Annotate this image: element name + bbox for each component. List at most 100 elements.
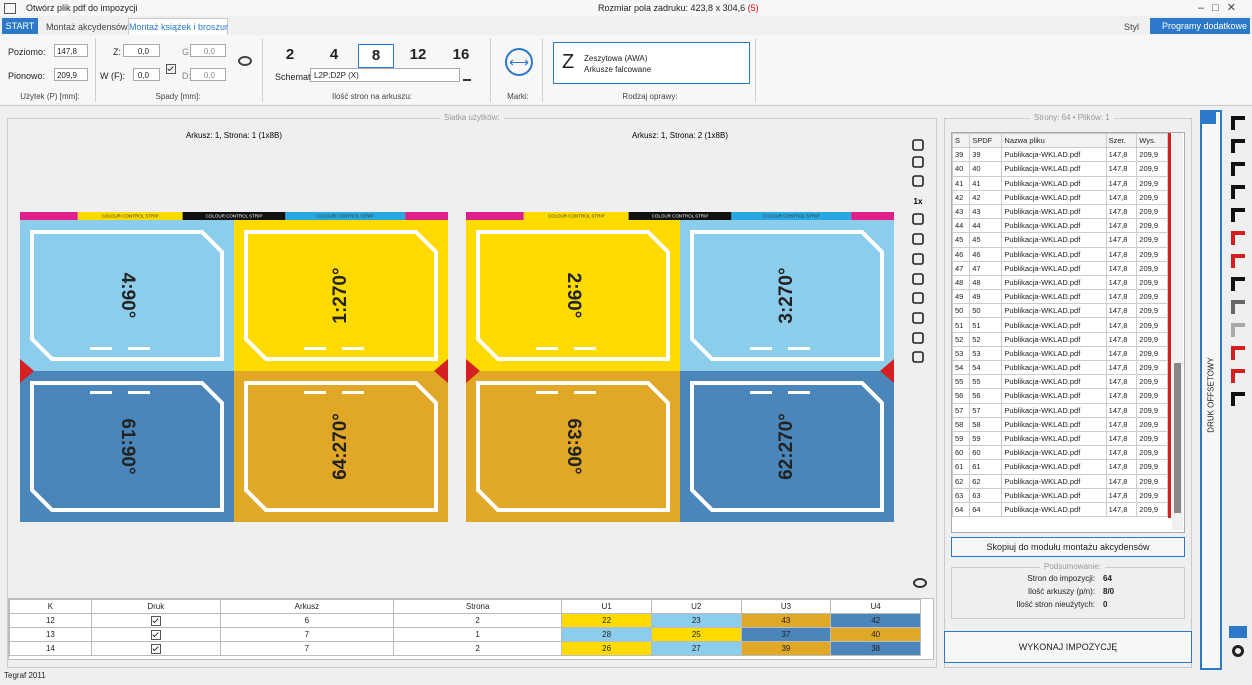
tool-icon[interactable] bbox=[1231, 369, 1245, 383]
page-mark bbox=[304, 391, 326, 394]
cell: 147,8 bbox=[1106, 446, 1137, 460]
cell: 147,8 bbox=[1106, 261, 1137, 275]
sheet-title: Arkusz: 1, Strona: 1 (1x8B) bbox=[186, 131, 282, 140]
tool-icon[interactable] bbox=[913, 333, 923, 343]
tool-icon[interactable] bbox=[1229, 626, 1247, 638]
eye-icon[interactable] bbox=[913, 578, 927, 588]
tool-icon[interactable] bbox=[913, 293, 923, 303]
tool-icon[interactable] bbox=[1231, 346, 1245, 360]
tool-icon[interactable] bbox=[1231, 139, 1245, 153]
cell: 45 bbox=[953, 233, 970, 247]
file-row[interactable]: 3939Publikacja-WKLAD.pdf147,8209,9 bbox=[953, 148, 1168, 162]
cell: 59 bbox=[953, 431, 970, 445]
tool-icon[interactable] bbox=[913, 352, 923, 362]
tool-icon[interactable] bbox=[1231, 300, 1245, 314]
file-row[interactable]: 5050Publikacja-WKLAD.pdf147,8209,9 bbox=[953, 304, 1168, 318]
tool-icon[interactable] bbox=[913, 313, 923, 323]
cell: Publikacja-WKLAD.pdf bbox=[1002, 389, 1106, 403]
page-option[interactable]: 16 bbox=[444, 44, 478, 66]
style-menu[interactable]: Styl bbox=[1124, 22, 1139, 32]
file-row[interactable]: 6262Publikacja-WKLAD.pdf147,8209,9 bbox=[953, 474, 1168, 488]
settings-icon[interactable] bbox=[1232, 645, 1244, 657]
page-option[interactable]: 8 bbox=[358, 44, 394, 68]
cell: 209,9 bbox=[1137, 346, 1168, 360]
checkbox[interactable] bbox=[151, 616, 161, 626]
tool-icon[interactable] bbox=[913, 157, 923, 167]
table-row[interactable]: 147226273938 bbox=[10, 642, 921, 656]
page-option[interactable]: 2 bbox=[273, 44, 307, 66]
cell: 209,9 bbox=[1137, 474, 1168, 488]
column-header: Strona bbox=[394, 600, 562, 614]
collapse[interactable] bbox=[1202, 112, 1216, 124]
tool-icon[interactable] bbox=[1231, 392, 1245, 406]
cell: 46 bbox=[970, 247, 1002, 261]
cell: 45 bbox=[970, 233, 1002, 247]
file-row[interactable]: 4646Publikacja-WKLAD.pdf147,8209,9 bbox=[953, 247, 1168, 261]
cell: 61 bbox=[970, 460, 1002, 474]
file-row[interactable]: 5454Publikacja-WKLAD.pdf147,8209,9 bbox=[953, 361, 1168, 375]
file-row[interactable]: 4848Publikacja-WKLAD.pdf147,8209,9 bbox=[953, 275, 1168, 289]
tool-icon[interactable] bbox=[1231, 231, 1245, 245]
page-mark bbox=[788, 347, 810, 350]
tool-icon[interactable] bbox=[1231, 323, 1245, 337]
tool-icon[interactable] bbox=[1231, 162, 1245, 176]
cell: 53 bbox=[953, 346, 970, 360]
addons-menu[interactable]: Programy dodatkowe bbox=[1150, 18, 1250, 34]
scrollbar[interactable] bbox=[1172, 133, 1183, 530]
column-header: SPDF bbox=[970, 134, 1002, 148]
tool-icon[interactable] bbox=[913, 254, 923, 264]
file-row[interactable]: 4040Publikacja-WKLAD.pdf147,8209,9 bbox=[953, 162, 1168, 176]
file-row[interactable]: 5858Publikacja-WKLAD.pdf147,8209,9 bbox=[953, 417, 1168, 431]
cell: Publikacja-WKLAD.pdf bbox=[1002, 304, 1106, 318]
tool-icon[interactable] bbox=[913, 214, 923, 224]
file-row[interactable]: 6161Publikacja-WKLAD.pdf147,8209,9 bbox=[953, 460, 1168, 474]
color-strip bbox=[851, 212, 894, 220]
file-row[interactable]: 5252Publikacja-WKLAD.pdf147,8209,9 bbox=[953, 332, 1168, 346]
tool-icon[interactable] bbox=[913, 176, 923, 186]
color-strip bbox=[20, 212, 78, 220]
scroll-thumb[interactable] bbox=[1174, 363, 1181, 513]
table-row[interactable]: 126222234342 bbox=[10, 614, 921, 628]
file-row[interactable]: 4444Publikacja-WKLAD.pdf147,8209,9 bbox=[953, 219, 1168, 233]
tool-icon[interactable] bbox=[1231, 277, 1245, 291]
strip-label: COLOUR CONTROL STRIP bbox=[317, 214, 374, 219]
file-row[interactable]: 4242Publikacja-WKLAD.pdf147,8209,9 bbox=[953, 190, 1168, 204]
color-strip bbox=[405, 212, 448, 220]
color-strip bbox=[466, 212, 524, 220]
tool-icon[interactable] bbox=[1231, 254, 1245, 268]
file-row[interactable]: 5959Publikacja-WKLAD.pdf147,8209,9 bbox=[953, 431, 1168, 445]
cell: 39 bbox=[970, 148, 1002, 162]
run-button[interactable]: WYKONAJ IMPOZYCJĘ bbox=[944, 631, 1192, 663]
file-row[interactable]: 4141Publikacja-WKLAD.pdf147,8209,9 bbox=[953, 176, 1168, 190]
page-mark bbox=[536, 347, 558, 350]
checkbox[interactable] bbox=[151, 630, 161, 640]
tool-icon[interactable] bbox=[1231, 208, 1245, 222]
file-row[interactable]: 5757Publikacja-WKLAD.pdf147,8209,9 bbox=[953, 403, 1168, 417]
tool-icon[interactable] bbox=[913, 234, 923, 244]
tool-icon[interactable] bbox=[913, 274, 923, 284]
file-row[interactable]: 5656Publikacja-WKLAD.pdf147,8209,9 bbox=[953, 389, 1168, 403]
file-row[interactable]: 4949Publikacja-WKLAD.pdf147,8209,9 bbox=[953, 290, 1168, 304]
copy-button[interactable]: Skopiuj do modułu montażu akcydensów bbox=[951, 537, 1185, 557]
page-option[interactable]: 4 bbox=[317, 44, 351, 66]
tool-icon[interactable] bbox=[1231, 185, 1245, 199]
file-row[interactable]: 6464Publikacja-WKLAD.pdf147,8209,9 bbox=[953, 502, 1168, 516]
file-row[interactable]: 5555Publikacja-WKLAD.pdf147,8209,9 bbox=[953, 375, 1168, 389]
tool-icon[interactable] bbox=[913, 140, 923, 150]
cell: 64 bbox=[970, 502, 1002, 516]
file-row[interactable]: 5151Publikacja-WKLAD.pdf147,8209,9 bbox=[953, 318, 1168, 332]
page-option[interactable]: 12 bbox=[401, 44, 435, 66]
file-row[interactable]: 6363Publikacja-WKLAD.pdf147,8209,9 bbox=[953, 488, 1168, 502]
file-row[interactable]: 4343Publikacja-WKLAD.pdf147,8209,9 bbox=[953, 204, 1168, 218]
zoom-label[interactable]: 1x bbox=[914, 197, 923, 206]
file-row[interactable]: 5353Publikacja-WKLAD.pdf147,8209,9 bbox=[953, 346, 1168, 360]
file-row[interactable]: 4747Publikacja-WKLAD.pdf147,8209,9 bbox=[953, 261, 1168, 275]
file-row[interactable]: 4545Publikacja-WKLAD.pdf147,8209,9 bbox=[953, 233, 1168, 247]
tool-icon[interactable] bbox=[1231, 116, 1245, 130]
file-row[interactable]: 6060Publikacja-WKLAD.pdf147,8209,9 bbox=[953, 446, 1168, 460]
checkbox[interactable] bbox=[151, 644, 161, 654]
table-row[interactable]: 137128253740 bbox=[10, 628, 921, 642]
files-table: SSPDFNazwa plikuSzer.Wys.3939Publikacja-… bbox=[952, 133, 1168, 517]
cell: 58 bbox=[953, 417, 970, 431]
window-controls[interactable]: –□✕ bbox=[1198, 1, 1244, 14]
